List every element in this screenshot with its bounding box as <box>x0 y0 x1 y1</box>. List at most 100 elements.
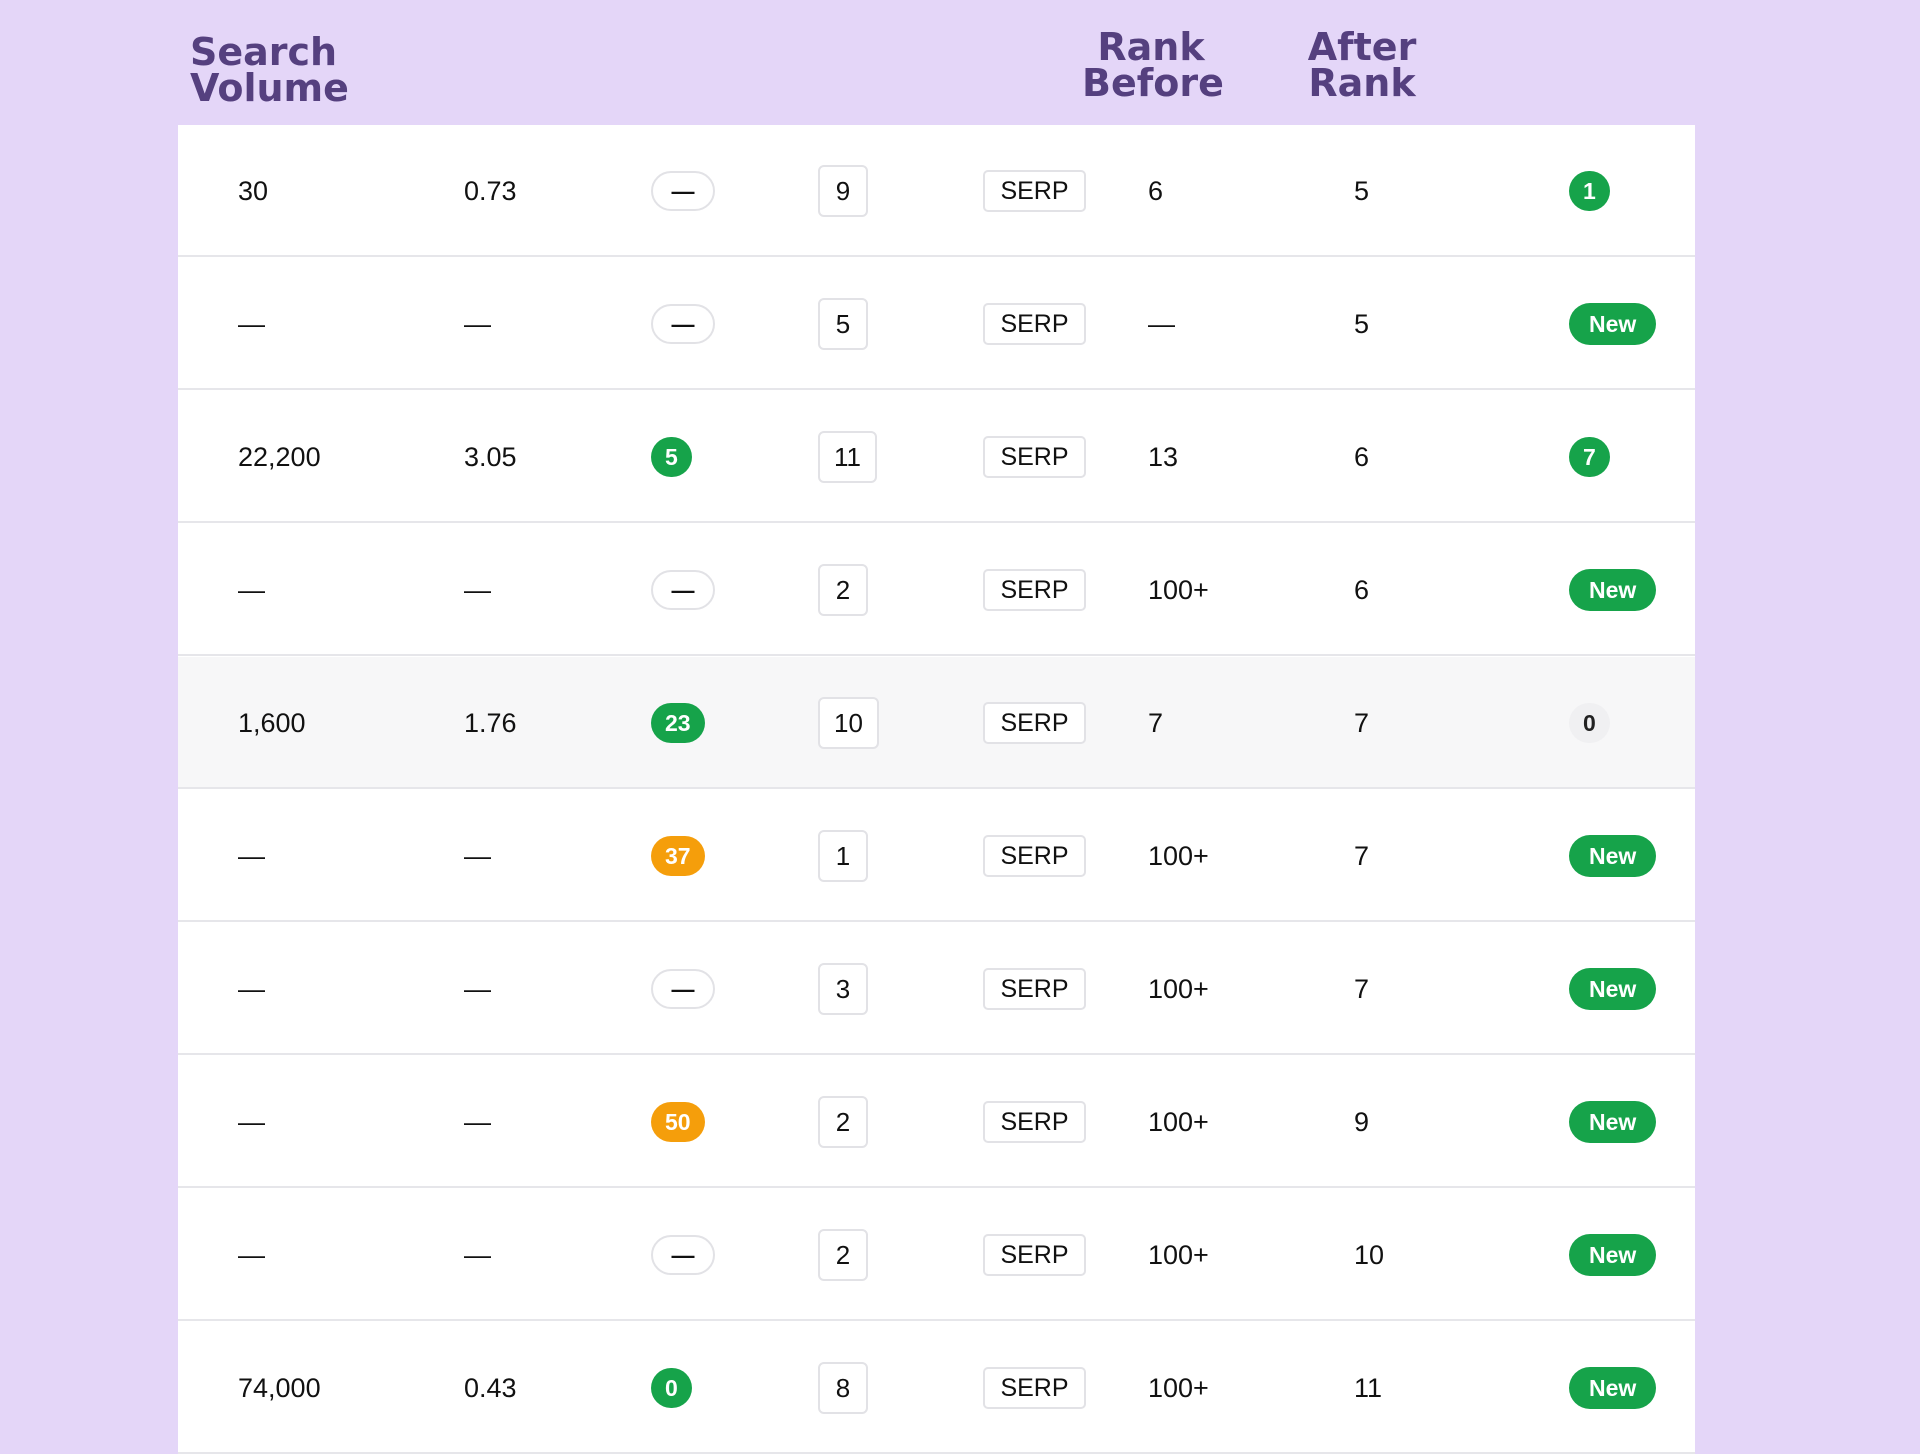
cell-cpc: 1.76 <box>464 657 517 789</box>
cell-after-rank-value: 6 <box>1354 441 1370 472</box>
cell-difficulty: — <box>651 1189 715 1321</box>
serp-button[interactable]: SERP <box>983 702 1086 744</box>
cell-cpc-value: — <box>464 1106 491 1137</box>
header-after-rank-line2: Rank <box>1308 61 1416 105</box>
table-row[interactable]: 1,600 1.76 23 10 SERP 7 7 0 <box>178 657 1695 789</box>
cell-rank-change: New <box>1569 1189 1657 1321</box>
rank-change-badge: 1 <box>1569 171 1610 211</box>
cell-rank-change: 1 <box>1569 125 1610 257</box>
cell-rank-before-value: 100+ <box>1148 973 1209 1004</box>
cell-position: 2 <box>818 1056 868 1188</box>
cell-serp: SERP <box>983 524 1086 656</box>
cell-rank-before: 100+ <box>1148 790 1209 922</box>
cell-rank-before: 6 <box>1148 125 1163 257</box>
cell-after-rank-value: 5 <box>1354 308 1370 339</box>
cell-search-volume: 1,600 <box>238 657 306 789</box>
position-box: 5 <box>818 298 868 350</box>
header-search-volume-line1: Search <box>190 30 338 74</box>
cell-search-volume: — <box>238 524 265 656</box>
serp-button[interactable]: SERP <box>983 968 1086 1010</box>
difficulty-badge: 50 <box>651 1102 705 1142</box>
cell-search-volume: — <box>238 790 265 922</box>
cell-search-volume: — <box>238 1189 265 1321</box>
serp-button[interactable]: SERP <box>983 1234 1086 1276</box>
cell-position: 1 <box>818 790 868 922</box>
cell-rank-before: 100+ <box>1148 923 1209 1055</box>
cell-position: 2 <box>818 1189 868 1321</box>
cell-search-volume: — <box>238 258 265 390</box>
header-search-volume[interactable]: Search Volume <box>190 30 349 107</box>
cell-serp: SERP <box>983 125 1086 257</box>
cell-after-rank: 7 <box>1354 790 1369 922</box>
difficulty-badge: 5 <box>651 437 692 477</box>
table-row[interactable]: — — — 2 SERP 100+ 6 New <box>178 524 1695 656</box>
cell-difficulty: — <box>651 125 715 257</box>
cell-after-rank: 10 <box>1354 1189 1384 1321</box>
cell-after-rank: 7 <box>1354 923 1369 1055</box>
rank-change-badge: New <box>1569 1101 1657 1143</box>
difficulty-badge: — <box>651 570 715 610</box>
cell-position: 10 <box>818 657 879 789</box>
cell-rank-change: New <box>1569 1056 1657 1188</box>
position-box: 2 <box>818 1096 868 1148</box>
cell-rank-before-value: 6 <box>1148 175 1164 206</box>
cell-search-volume-value: — <box>238 308 265 339</box>
cell-search-volume-value: — <box>238 840 265 871</box>
cell-cpc: — <box>464 790 491 922</box>
cell-difficulty: 37 <box>651 790 705 922</box>
cell-rank-change: New <box>1569 923 1657 1055</box>
cell-serp: SERP <box>983 1189 1086 1321</box>
cell-after-rank: 5 <box>1354 258 1369 390</box>
header-rank-before-line2: Before <box>1082 61 1224 105</box>
serp-button[interactable]: SERP <box>983 436 1086 478</box>
serp-button[interactable]: SERP <box>983 170 1086 212</box>
cell-rank-change: 7 <box>1569 391 1610 523</box>
cell-search-volume-value: — <box>238 973 265 1004</box>
serp-button[interactable]: SERP <box>983 569 1086 611</box>
cell-cpc-value: 1.76 <box>464 707 517 738</box>
table-row[interactable]: 22,200 3.05 5 11 SERP 13 6 7 <box>178 391 1695 523</box>
serp-button[interactable]: SERP <box>983 303 1086 345</box>
cell-rank-before-value: — <box>1148 308 1175 339</box>
cell-rank-change: 0 <box>1569 657 1610 789</box>
cell-cpc: — <box>464 524 491 656</box>
cell-cpc-value: — <box>464 574 491 605</box>
cell-position: 2 <box>818 524 868 656</box>
cell-after-rank: 6 <box>1354 391 1369 523</box>
rank-change-badge: New <box>1569 835 1657 877</box>
cell-difficulty: 23 <box>651 657 705 789</box>
cell-after-rank: 11 <box>1354 1322 1382 1454</box>
cell-cpc-value: 3.05 <box>464 441 517 472</box>
cell-after-rank-value: 7 <box>1354 707 1370 738</box>
rank-change-badge: New <box>1569 569 1657 611</box>
cell-rank-before-value: 100+ <box>1148 1372 1209 1403</box>
cell-cpc-value: — <box>464 840 491 871</box>
cell-search-volume: 30 <box>238 125 268 257</box>
cell-rank-change: New <box>1569 1322 1657 1454</box>
cell-rank-change: New <box>1569 790 1657 922</box>
cell-position: 3 <box>818 923 868 1055</box>
serp-button[interactable]: SERP <box>983 835 1086 877</box>
cell-difficulty: — <box>651 923 715 1055</box>
table-row[interactable]: — — 50 2 SERP 100+ 9 New <box>178 1056 1695 1188</box>
cell-rank-before-value: 100+ <box>1148 1239 1209 1270</box>
table-row[interactable]: 30 0.73 — 9 SERP 6 5 1 <box>178 125 1695 257</box>
cell-rank-change: New <box>1569 258 1657 390</box>
cell-search-volume-value: 74,000 <box>238 1372 321 1403</box>
table-row[interactable]: — — — 3 SERP 100+ 7 New <box>178 923 1695 1055</box>
table-row[interactable]: — — — 5 SERP — 5 New <box>178 258 1695 390</box>
table-row[interactable]: — — — 2 SERP 100+ 10 New <box>178 1189 1695 1321</box>
difficulty-badge: 37 <box>651 836 705 876</box>
cell-rank-before-value: 100+ <box>1148 840 1209 871</box>
table-row[interactable]: 74,000 0.43 0 8 SERP 100+ 11 New <box>178 1322 1695 1454</box>
cell-rank-before: 100+ <box>1148 524 1209 656</box>
table-row[interactable]: — — 37 1 SERP 100+ 7 New <box>178 790 1695 922</box>
cell-position: 5 <box>818 258 868 390</box>
serp-button[interactable]: SERP <box>983 1367 1086 1409</box>
header-after-rank[interactable]: After Rank <box>1302 28 1422 105</box>
cell-rank-before: 100+ <box>1148 1056 1209 1188</box>
cell-search-volume-value: 22,200 <box>238 441 321 472</box>
serp-button[interactable]: SERP <box>983 1101 1086 1143</box>
header-rank-before[interactable]: Rank Before <box>1082 28 1224 105</box>
rank-change-badge: 7 <box>1569 437 1610 477</box>
